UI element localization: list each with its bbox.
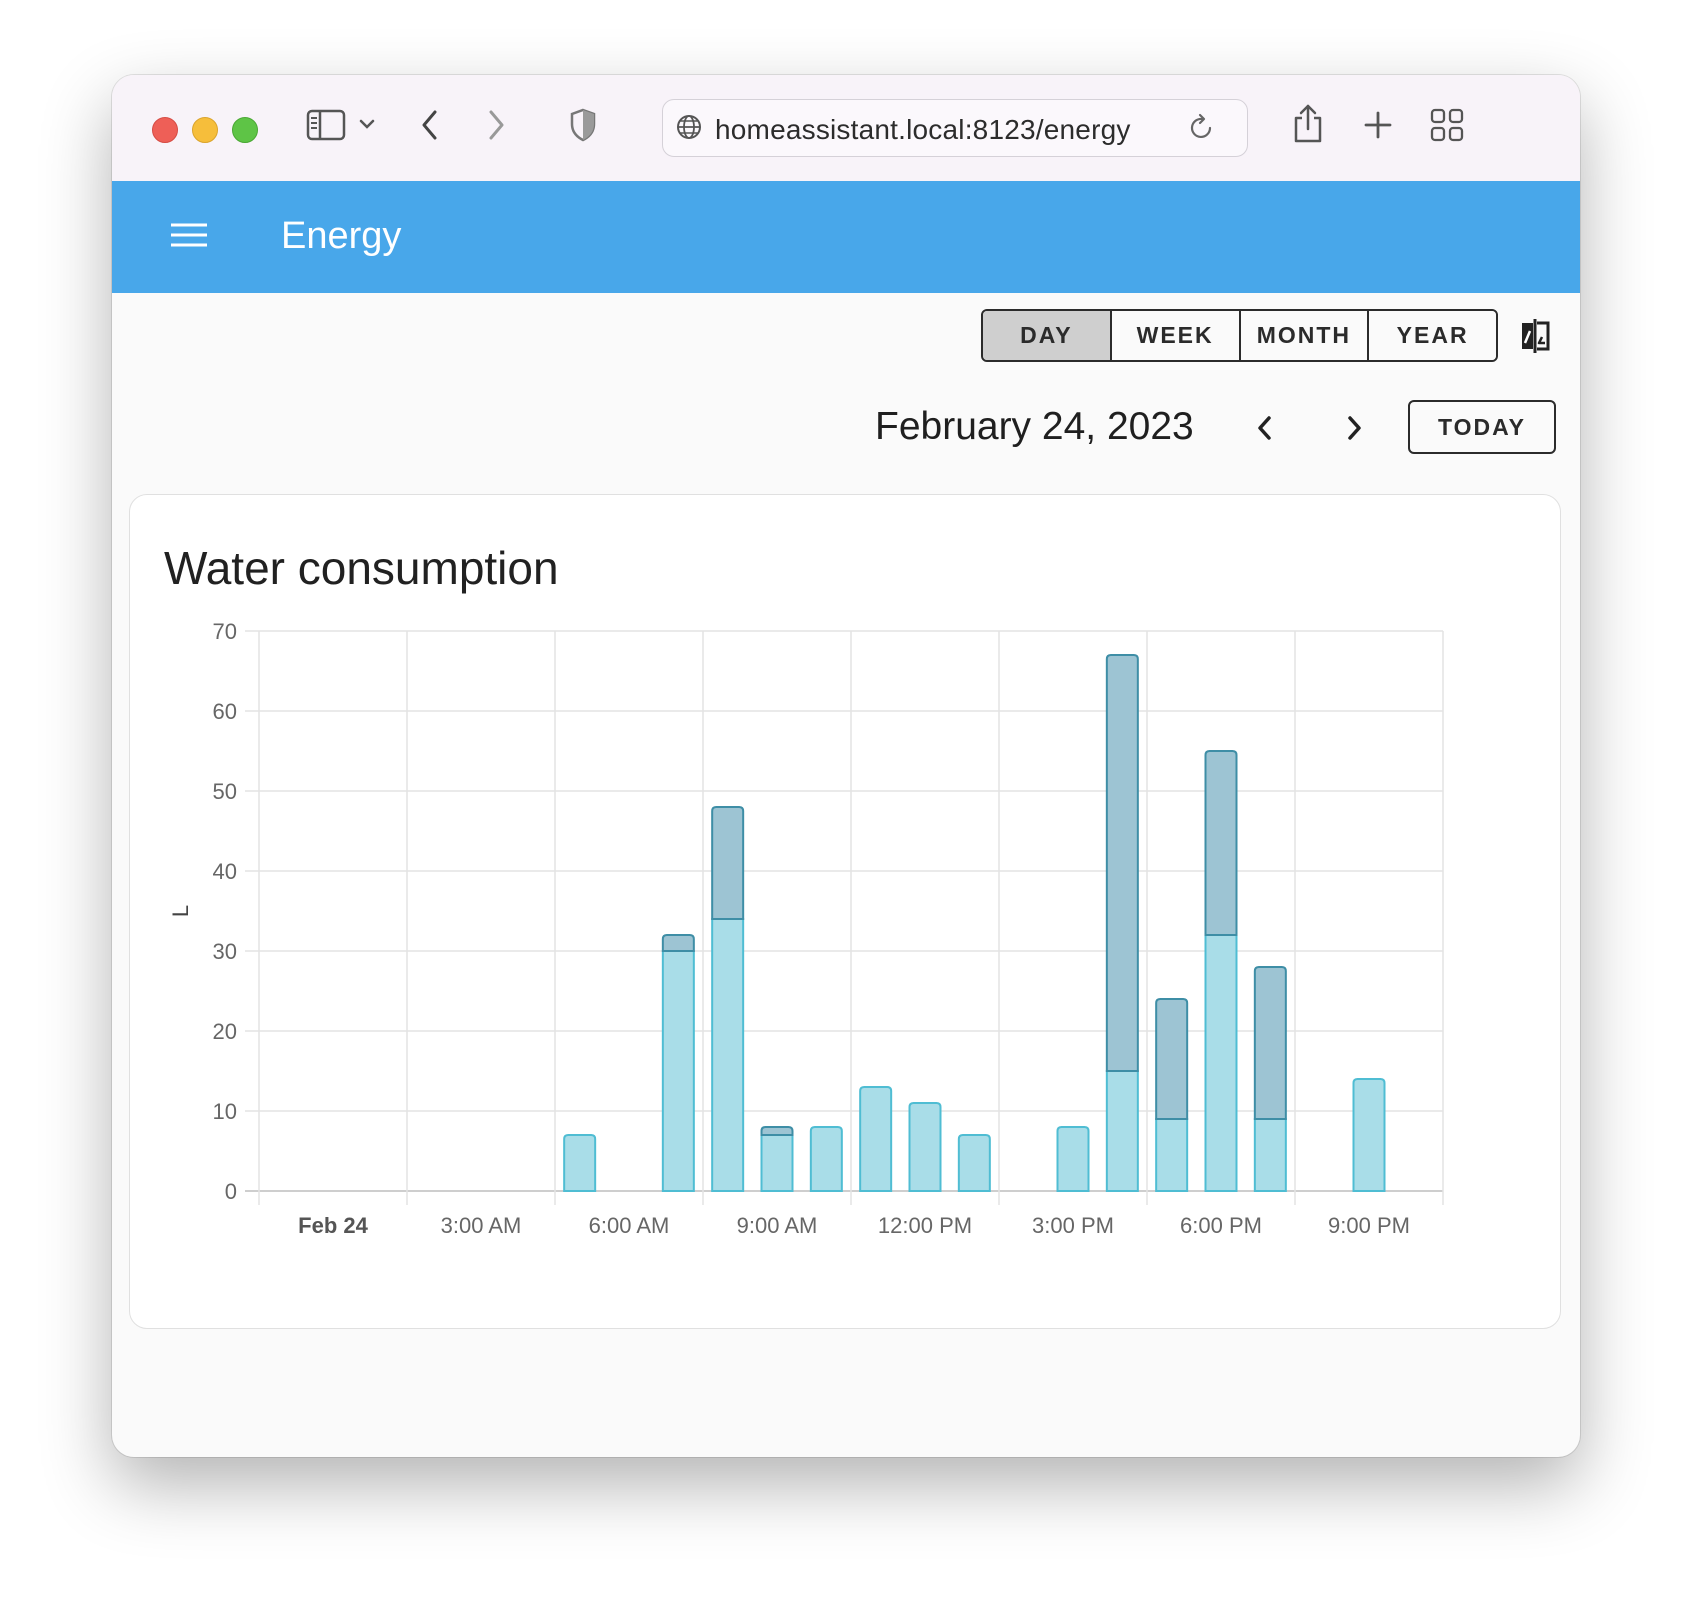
y-tick-label: 50 bbox=[213, 779, 237, 804]
bar-segment bbox=[859, 1086, 893, 1192]
y-axis-label: L bbox=[168, 905, 193, 917]
period-year-button[interactable]: YEAR bbox=[1369, 311, 1496, 360]
bar-segment bbox=[563, 1134, 597, 1192]
address-bar[interactable]: homeassistant.local:8123/energy bbox=[662, 99, 1248, 157]
bar-segment bbox=[711, 918, 745, 1192]
period-selector: DAY WEEK MONTH YEAR bbox=[981, 309, 1498, 362]
x-tick-label: 3:00 AM bbox=[441, 1213, 522, 1238]
zoom-window-button[interactable] bbox=[232, 117, 258, 143]
period-day-button[interactable]: DAY bbox=[983, 311, 1112, 360]
period-week-button[interactable]: WEEK bbox=[1111, 311, 1241, 360]
bar-segment bbox=[1204, 750, 1238, 936]
back-arrow-icon[interactable] bbox=[414, 105, 446, 145]
y-tick-label: 30 bbox=[213, 939, 237, 964]
x-tick-label: 3:00 PM bbox=[1032, 1213, 1114, 1238]
y-tick-label: 40 bbox=[213, 859, 237, 884]
period-month-button[interactable]: MONTH bbox=[1240, 311, 1370, 360]
bar-segment bbox=[1204, 934, 1238, 1192]
globe-icon bbox=[675, 113, 703, 141]
app-header: Energy bbox=[112, 181, 1580, 293]
today-button[interactable]: TODAY bbox=[1408, 400, 1556, 454]
privacy-shield-icon[interactable] bbox=[566, 105, 600, 145]
share-icon[interactable] bbox=[1288, 99, 1328, 147]
y-tick-label: 0 bbox=[225, 1179, 237, 1204]
bar-segment bbox=[661, 950, 695, 1192]
x-tick-label: 6:00 PM bbox=[1180, 1213, 1262, 1238]
bar-segment bbox=[661, 934, 695, 952]
water-consumption-card: Water consumption 0 10 20 30 40 50 60 70 Feb 24 3… bbox=[129, 494, 1561, 1329]
forward-arrow-icon[interactable] bbox=[480, 105, 512, 145]
x-tick-label: 6:00 AM bbox=[589, 1213, 670, 1238]
x-tick-label: Feb 24 bbox=[298, 1213, 368, 1238]
x-tick-label: 9:00 PM bbox=[1328, 1213, 1410, 1238]
y-tick-label: 10 bbox=[213, 1099, 237, 1124]
bar-segment bbox=[1155, 998, 1189, 1120]
x-tick-label: 9:00 AM bbox=[737, 1213, 818, 1238]
previous-period-icon[interactable] bbox=[1248, 408, 1282, 448]
sidebar-toggle-icon[interactable] bbox=[304, 105, 348, 145]
y-tick-label: 20 bbox=[213, 1019, 237, 1044]
menu-hamburger-icon[interactable] bbox=[170, 219, 208, 251]
current-date-label: February 24, 2023 bbox=[875, 405, 1194, 448]
card-title: Water consumption bbox=[164, 542, 559, 594]
tab-overview-icon[interactable] bbox=[1428, 106, 1466, 144]
bar-segment bbox=[1155, 1118, 1189, 1192]
chevron-down-icon[interactable] bbox=[356, 113, 378, 135]
minimize-window-button[interactable] bbox=[192, 117, 218, 143]
y-tick-label: 60 bbox=[213, 699, 237, 724]
bar-segment bbox=[957, 1134, 991, 1192]
bar-segment bbox=[1056, 1126, 1090, 1192]
bar-segment bbox=[760, 1132, 794, 1192]
bar-segment bbox=[1352, 1078, 1386, 1192]
bar-segment bbox=[908, 1102, 942, 1192]
x-tick-label: 12:00 PM bbox=[878, 1213, 972, 1238]
reload-icon[interactable] bbox=[1187, 112, 1217, 142]
next-period-icon[interactable] bbox=[1337, 408, 1371, 448]
compare-icon[interactable] bbox=[1515, 315, 1555, 357]
bar-segment bbox=[1105, 654, 1139, 1072]
bar-segment bbox=[809, 1126, 843, 1192]
page-title: Energy bbox=[281, 215, 402, 257]
url-text[interactable]: homeassistant.local:8123/energy bbox=[715, 114, 1131, 145]
browser-window: homeassistant.local:8123/energy Energy D… bbox=[112, 75, 1580, 1457]
bar-segment bbox=[1253, 1118, 1287, 1192]
new-tab-plus-icon[interactable] bbox=[1360, 107, 1396, 143]
close-window-button[interactable] bbox=[152, 117, 178, 143]
browser-toolbar: homeassistant.local:8123/energy bbox=[112, 75, 1580, 182]
bar-segment bbox=[1253, 966, 1287, 1120]
bar-segment bbox=[1105, 1070, 1139, 1192]
water-consumption-chart: 0 10 20 30 40 50 60 70 Feb 24 3:00 AM 6:00 AM 9:00 … bbox=[168, 619, 1444, 1238]
bar-segment bbox=[711, 806, 745, 920]
bar-segment bbox=[760, 1126, 794, 1136]
y-tick-label: 70 bbox=[213, 619, 237, 644]
